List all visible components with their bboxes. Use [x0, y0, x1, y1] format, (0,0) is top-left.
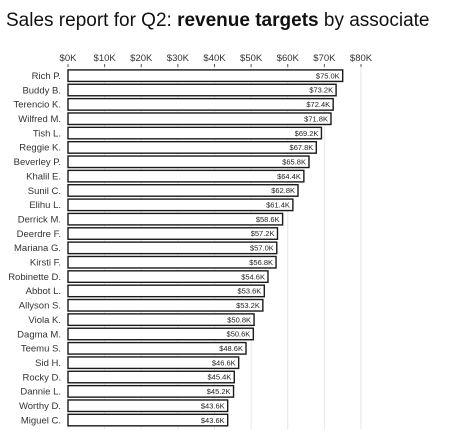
- category-label: Tish L.: [33, 128, 61, 139]
- title-emphasis: revenue targets: [177, 10, 319, 31]
- category-label: Khalil E.: [26, 171, 61, 182]
- bar: [67, 270, 269, 284]
- data-label: $58.6K: [256, 215, 280, 224]
- data-label: $50.6K: [227, 330, 251, 339]
- data-label: $73.2K: [309, 86, 333, 95]
- category-label: Beverley P.: [14, 157, 61, 168]
- category-label: Abbot L.: [26, 286, 61, 297]
- category-label: Wilfred M.: [18, 114, 61, 125]
- bar: [67, 198, 294, 212]
- bar: [67, 97, 334, 111]
- category-label: Rocky D.: [22, 372, 61, 383]
- bar: [67, 399, 229, 413]
- category-label: Worthy D.: [19, 401, 61, 412]
- category-label: Elihu L.: [29, 200, 61, 211]
- data-label: $45.4K: [207, 373, 231, 382]
- category-label: Teemu S.: [21, 344, 61, 355]
- data-label: $54.6K: [241, 272, 265, 281]
- bar: [67, 413, 229, 427]
- bar: [67, 155, 310, 169]
- data-label: $67.8K: [290, 143, 314, 152]
- data-label: $62.8K: [271, 186, 295, 195]
- bar: [67, 169, 305, 183]
- category-label: Terencio K.: [13, 100, 61, 111]
- data-label: $69.2K: [295, 129, 319, 138]
- bar: [67, 227, 279, 240]
- bar: [67, 298, 264, 312]
- category-label: Kirsti F.: [30, 258, 61, 269]
- category-label: Viola K.: [28, 315, 61, 326]
- data-label: $53.6K: [238, 287, 262, 296]
- data-label: $65.8K: [282, 157, 306, 166]
- category-label: Miguel C.: [21, 415, 61, 426]
- bar: [67, 384, 235, 398]
- title-suffix: by associate: [318, 10, 430, 31]
- bar: [67, 126, 323, 140]
- data-label: $53.2K: [236, 301, 260, 310]
- category-label: Sid H.: [35, 358, 61, 369]
- data-label: $48.6K: [219, 344, 243, 353]
- bar: [67, 212, 284, 226]
- data-label: $43.6K: [201, 416, 225, 425]
- bar: [67, 284, 266, 298]
- data-label: $75.0K: [316, 71, 340, 80]
- x-tick-label: $50K: [240, 53, 263, 64]
- data-label: $57.0K: [250, 244, 274, 253]
- data-label: $61.4K: [266, 201, 290, 210]
- data-label: $57.2K: [251, 229, 275, 238]
- category-label: Mariana G.: [14, 243, 61, 254]
- category-label: Buddy B.: [22, 85, 61, 96]
- category-label: Dagma M.: [17, 329, 61, 340]
- chart-title: Sales report for Q2: revenue targets by …: [6, 10, 430, 32]
- bar: [67, 370, 235, 384]
- data-label: $46.6K: [212, 358, 236, 367]
- bar: [67, 69, 344, 83]
- data-label: $72.4K: [306, 100, 330, 109]
- category-label: Dannie L.: [20, 387, 61, 398]
- category-label: Sunil C.: [28, 186, 61, 197]
- bar: [67, 255, 277, 269]
- data-label: $71.8K: [304, 114, 328, 123]
- data-label: $43.6K: [201, 401, 225, 410]
- category-label: Derrick M.: [18, 214, 61, 225]
- bar: [67, 356, 240, 370]
- x-tick-label: $80K: [350, 53, 373, 64]
- bar: [67, 341, 247, 355]
- bar: [67, 83, 337, 97]
- bar: [67, 184, 299, 197]
- data-label: $50.8K: [227, 315, 251, 324]
- title-prefix: Sales report for Q2:: [6, 10, 178, 31]
- x-tick-label: $40K: [203, 53, 226, 64]
- bar: [67, 327, 255, 341]
- x-tick-label: $10K: [94, 53, 117, 64]
- x-tick-label: $0K: [60, 53, 78, 64]
- category-label: Rich P.: [32, 71, 61, 82]
- x-tick-label: $20K: [130, 53, 153, 64]
- category-label: Allyson S.: [19, 301, 61, 312]
- category-label: Robinette D.: [8, 272, 61, 283]
- bar: [67, 112, 332, 126]
- x-tick-label: $60K: [277, 53, 300, 64]
- bar: [67, 140, 318, 154]
- bar: [67, 313, 255, 327]
- category-label: Deerdre F.: [17, 229, 61, 240]
- data-label: $45.2K: [207, 387, 231, 396]
- bar: [67, 241, 278, 255]
- x-tick-label: $30K: [167, 53, 190, 64]
- data-label: $64.4K: [277, 172, 301, 181]
- x-tick-label: $70K: [313, 53, 336, 64]
- data-label: $56.8K: [249, 258, 273, 267]
- category-label: Reggie K.: [19, 143, 61, 154]
